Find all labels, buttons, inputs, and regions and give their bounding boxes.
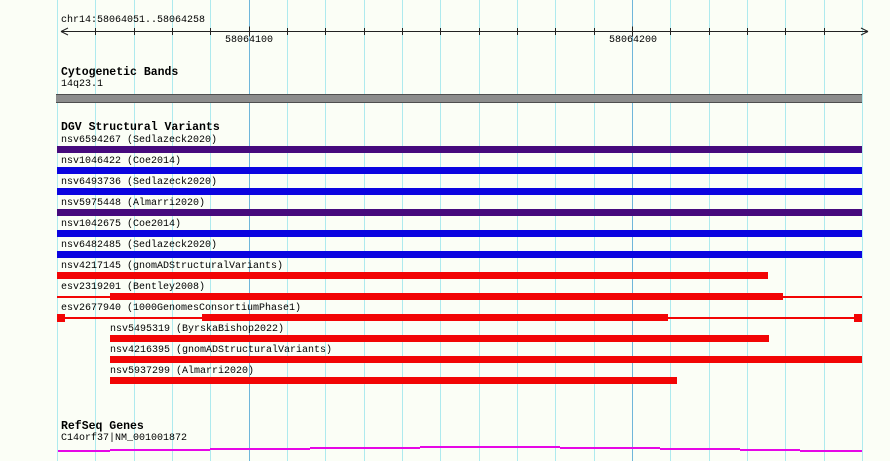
- cytogenetic-band-bar: [56, 94, 862, 103]
- left-arrow-icon: [60, 27, 69, 32]
- right-arrow-icon: [860, 27, 869, 32]
- variant-bar-thin[interactable]: [668, 317, 854, 319]
- variant-bar-thick[interactable]: [57, 146, 862, 153]
- variant-label: nsv6493736 (Sedlazeck2020): [61, 177, 218, 188]
- variant-label: nsv4216395 (gnomADStructuralVariants): [110, 345, 333, 356]
- variant-label: nsv1042675 (Coe2014): [61, 219, 182, 230]
- right-arrow-icon: [860, 31, 869, 36]
- variant-bar-thick[interactable]: [110, 356, 862, 363]
- ruler-tick-label: 58064100: [224, 35, 274, 46]
- variant-label: nsv5937299 (Almarri2020): [110, 366, 255, 377]
- variant-bar-square[interactable]: [57, 314, 65, 322]
- variant-bar-thick[interactable]: [110, 335, 769, 342]
- ruler-tick-label: 58064200: [608, 35, 658, 46]
- gridline: [862, 0, 863, 461]
- variant-bar-thin[interactable]: [783, 296, 862, 298]
- gene-line-segment[interactable]: [420, 446, 560, 448]
- gene-line-segment[interactable]: [740, 449, 800, 451]
- variant-bar-thick[interactable]: [57, 167, 862, 174]
- gene-line-segment[interactable]: [560, 447, 660, 449]
- variant-bar-thick[interactable]: [57, 272, 768, 279]
- gene-line-segment[interactable]: [800, 450, 862, 452]
- variant-label: nsv5975448 (Almarri2020): [61, 198, 206, 209]
- variant-bar-thick[interactable]: [110, 377, 677, 384]
- section-title-refseq-genes: RefSeq Genes: [61, 420, 144, 433]
- variant-bar-square[interactable]: [854, 314, 862, 322]
- variant-bar-thin[interactable]: [65, 317, 202, 319]
- variant-label: nsv6594267 (Sedlazeck2020): [61, 135, 218, 146]
- gene-line-segment[interactable]: [58, 450, 110, 452]
- variant-label: nsv6482485 (Sedlazeck2020): [61, 240, 218, 251]
- ruler: [60, 26, 869, 37]
- variant-bar-thick[interactable]: [57, 209, 862, 216]
- gene-line-segment[interactable]: [660, 448, 740, 450]
- variant-label: nsv4217145 (gnomADStructuralVariants): [61, 261, 284, 272]
- region-label: chr14:58064051..58064258: [61, 15, 206, 26]
- cytoband-name: 14q23.1: [61, 79, 104, 90]
- gene-line-segment[interactable]: [210, 448, 310, 450]
- variant-label: nsv5495319 (ByrskaBishop2022): [110, 324, 285, 335]
- gene-line-segment[interactable]: [310, 447, 420, 449]
- gene-line-segment[interactable]: [110, 449, 210, 451]
- variant-bar-thick[interactable]: [110, 293, 783, 300]
- variant-bar-thick[interactable]: [57, 251, 862, 258]
- variant-label: esv2319201 (Bentley2008): [61, 282, 206, 293]
- gene-name: C14orf37|NM_001001872: [61, 433, 188, 444]
- variant-bar-thick[interactable]: [57, 188, 862, 195]
- variant-bar-thick[interactable]: [57, 230, 862, 237]
- variant-bar-thin[interactable]: [57, 296, 110, 298]
- variant-bar-thick[interactable]: [202, 314, 668, 321]
- section-title-cytogenetic-bands: Cytogenetic Bands: [61, 66, 179, 79]
- variant-label: esv2677940 (1000GenomesConsortiumPhase1): [61, 303, 302, 314]
- left-arrow-icon: [60, 31, 69, 36]
- section-title-dgv-structural-variants: DGV Structural Variants: [61, 121, 220, 134]
- variant-label: nsv1046422 (Coe2014): [61, 156, 182, 167]
